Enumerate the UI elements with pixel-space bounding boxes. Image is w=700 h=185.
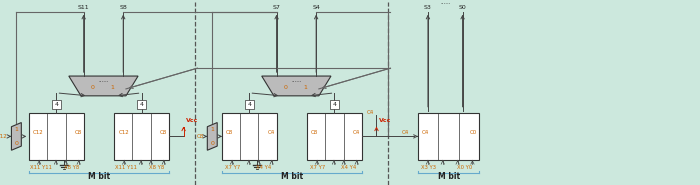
Text: X11 Y11: X11 Y11 xyxy=(30,165,52,170)
Text: C12: C12 xyxy=(118,130,129,135)
Text: ......: ...... xyxy=(98,78,108,83)
Text: S4: S4 xyxy=(312,5,320,10)
Text: 4: 4 xyxy=(55,102,58,107)
Text: Vcc: Vcc xyxy=(186,118,198,123)
Polygon shape xyxy=(11,122,21,150)
Text: 4: 4 xyxy=(247,102,251,107)
Text: X4 Y4: X4 Y4 xyxy=(256,165,272,170)
Text: S8: S8 xyxy=(120,5,127,10)
Bar xyxy=(245,100,254,109)
Text: 0: 0 xyxy=(15,141,18,146)
Text: C4: C4 xyxy=(352,130,360,135)
Text: S3: S3 xyxy=(424,5,432,10)
Text: X3 Y3: X3 Y3 xyxy=(421,165,436,170)
Text: X4 Y4: X4 Y4 xyxy=(341,165,356,170)
Bar xyxy=(307,113,362,160)
Text: C8: C8 xyxy=(74,130,82,135)
Text: C8: C8 xyxy=(226,130,233,135)
Text: C8: C8 xyxy=(160,130,167,135)
Text: M bit: M bit xyxy=(438,172,460,181)
Bar xyxy=(137,100,146,109)
Bar xyxy=(114,113,169,160)
Text: ......: ...... xyxy=(291,78,302,83)
Text: 1: 1 xyxy=(210,127,214,132)
Text: C4: C4 xyxy=(267,130,274,135)
Text: 4: 4 xyxy=(332,102,337,107)
Bar xyxy=(222,113,276,160)
Text: 0: 0 xyxy=(90,85,94,90)
Text: C4: C4 xyxy=(422,130,429,135)
Text: 4: 4 xyxy=(139,102,144,107)
Text: S11: S11 xyxy=(78,5,90,10)
Text: C12: C12 xyxy=(33,130,44,135)
Text: S7: S7 xyxy=(272,5,281,10)
Text: ......: ...... xyxy=(440,0,451,5)
Polygon shape xyxy=(262,76,331,96)
Text: 0: 0 xyxy=(284,85,288,90)
Text: C8: C8 xyxy=(197,134,204,139)
Bar xyxy=(330,100,339,109)
Text: X11 Y11: X11 Y11 xyxy=(116,165,137,170)
Text: X7 Y7: X7 Y7 xyxy=(311,165,326,170)
Text: C8: C8 xyxy=(312,130,318,135)
Text: M bit: M bit xyxy=(281,172,303,181)
Text: Vcc: Vcc xyxy=(379,118,391,123)
Bar xyxy=(52,100,61,109)
Text: C12: C12 xyxy=(0,134,8,139)
Text: X7 Y7: X7 Y7 xyxy=(225,165,241,170)
Text: X0 Y0: X0 Y0 xyxy=(457,165,473,170)
Text: 1: 1 xyxy=(15,127,18,132)
Text: X8 Y8: X8 Y8 xyxy=(149,165,164,170)
Text: 1: 1 xyxy=(303,85,307,90)
Text: X8 Y8: X8 Y8 xyxy=(64,165,79,170)
Text: 1: 1 xyxy=(111,85,114,90)
Text: S0: S0 xyxy=(458,5,466,10)
Bar xyxy=(418,113,480,160)
Text: C4: C4 xyxy=(367,110,374,115)
Bar xyxy=(29,113,84,160)
Text: M bit: M bit xyxy=(88,172,110,181)
Text: C0: C0 xyxy=(470,130,477,135)
Polygon shape xyxy=(207,122,217,150)
Text: 0: 0 xyxy=(210,141,214,146)
Text: C4: C4 xyxy=(402,130,409,135)
Polygon shape xyxy=(69,76,138,96)
